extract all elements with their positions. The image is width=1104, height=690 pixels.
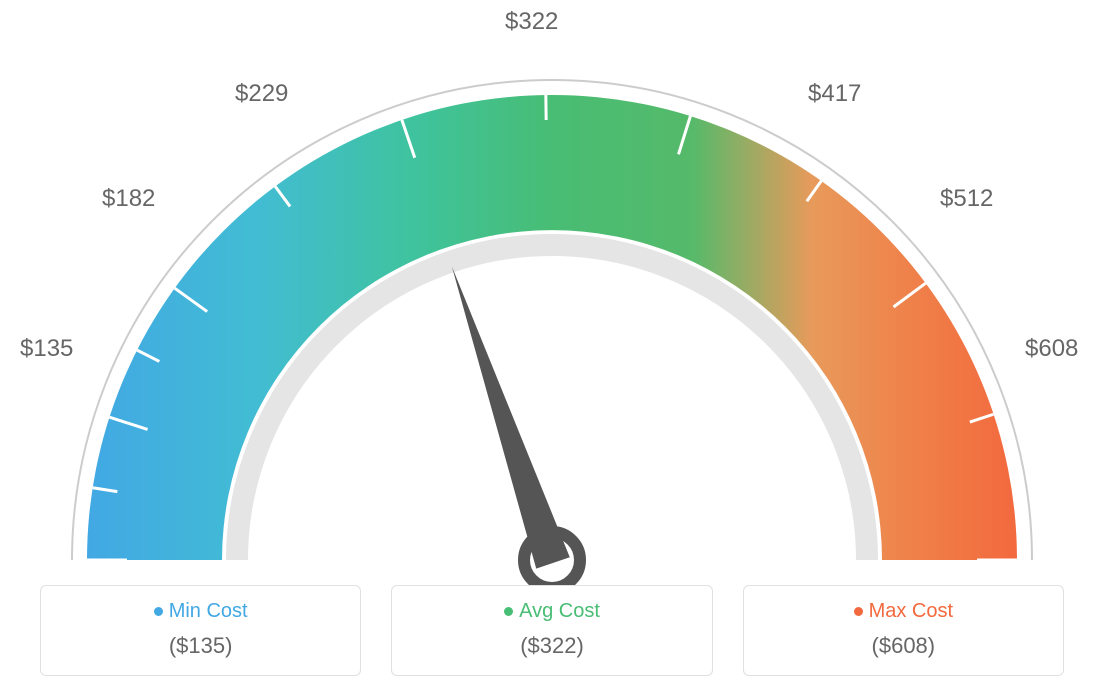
legend-max-value: ($608) — [744, 633, 1063, 659]
gauge-svg — [0, 0, 1104, 585]
gauge-tick-label: $417 — [808, 80, 861, 108]
legend-avg-title: Avg Cost — [392, 600, 711, 623]
gauge-tick-label: $229 — [235, 80, 288, 108]
legend-avg-label: Avg Cost — [519, 600, 600, 622]
legend-min-value: ($135) — [41, 633, 360, 659]
gauge-tick-label: $608 — [1025, 335, 1078, 363]
legend-row: Min Cost ($135) Avg Cost ($322) Max Cost… — [0, 585, 1104, 676]
legend-avg-dot — [504, 607, 513, 616]
legend-max-title: Max Cost — [744, 600, 1063, 623]
gauge-tick-label: $182 — [102, 185, 155, 213]
legend-min-dot — [154, 607, 163, 616]
gauge-tick-label: $135 — [20, 335, 73, 363]
legend-avg-box: Avg Cost ($322) — [391, 585, 712, 676]
gauge-tick-label: $322 — [505, 8, 558, 36]
legend-max-dot — [854, 607, 863, 616]
legend-max-label: Max Cost — [869, 600, 953, 622]
cost-gauge: $135 $182 $229 $322 $417 $512 $608 — [0, 0, 1104, 585]
legend-min-title: Min Cost — [41, 600, 360, 623]
legend-min-box: Min Cost ($135) — [40, 585, 361, 676]
legend-max-box: Max Cost ($608) — [743, 585, 1064, 676]
legend-avg-value: ($322) — [392, 633, 711, 659]
gauge-tick-label: $512 — [940, 185, 993, 213]
legend-min-label: Min Cost — [169, 600, 248, 622]
